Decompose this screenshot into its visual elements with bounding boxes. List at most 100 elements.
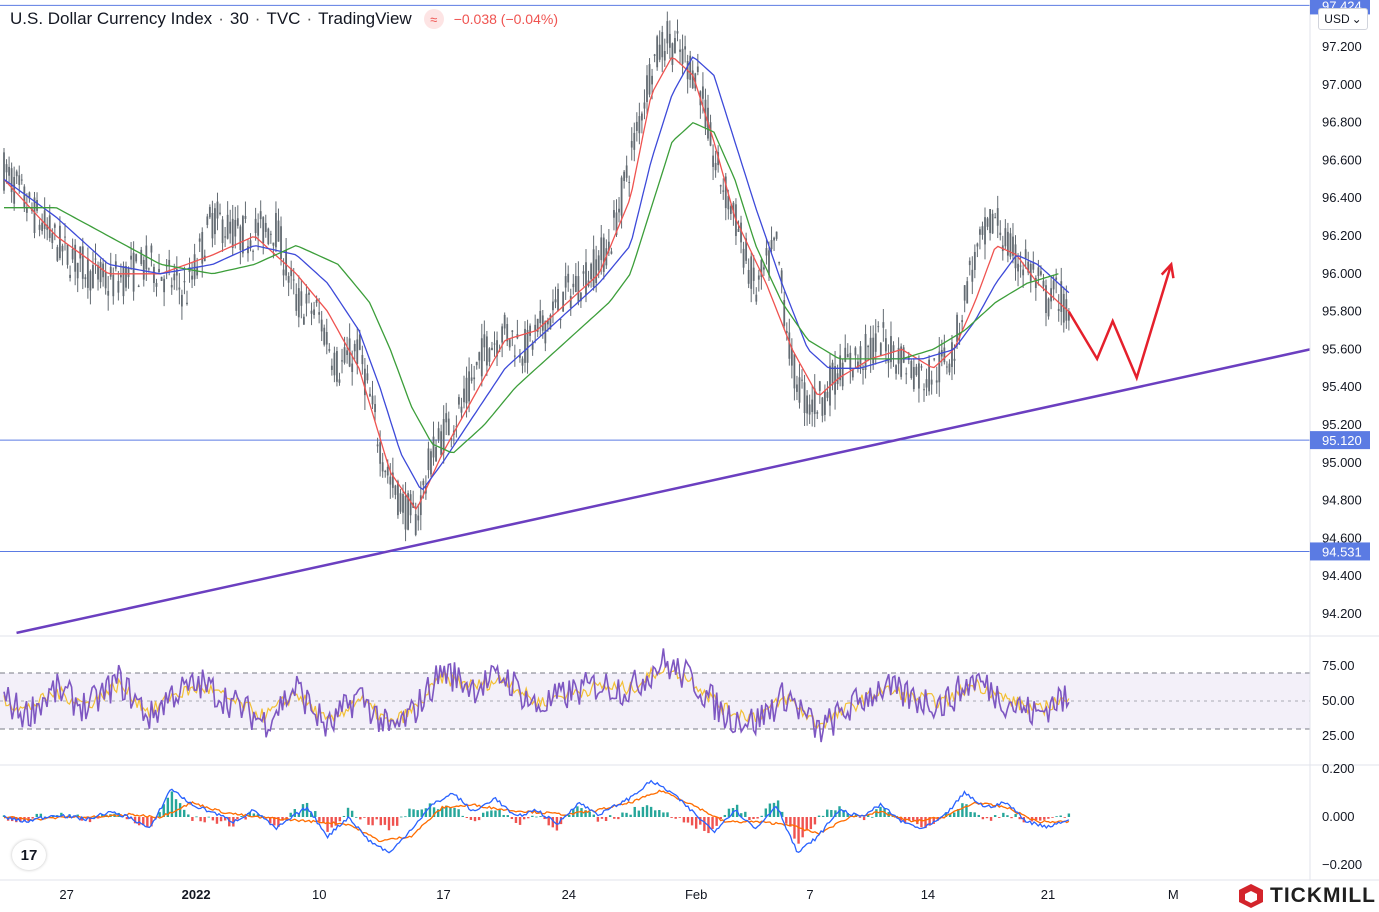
candle-body <box>476 362 478 365</box>
candle-body <box>321 320 323 332</box>
candle-body <box>438 428 440 440</box>
candle-body <box>682 49 684 64</box>
candle-body <box>877 326 879 327</box>
tradingview-logo-icon[interactable]: 17 <box>12 840 46 870</box>
candle-body <box>36 200 38 211</box>
macd-histogram-bar <box>1039 817 1041 821</box>
candle-body <box>6 164 8 172</box>
candle-body <box>910 361 912 378</box>
candle-body <box>636 122 638 131</box>
candle-body <box>163 279 165 292</box>
currency-selector[interactable]: USD ⌄ <box>1318 8 1368 30</box>
macd-histogram-bar <box>511 817 513 819</box>
macd-histogram-bar <box>404 816 406 817</box>
candle-body <box>895 365 897 374</box>
macd-histogram-bar <box>146 817 148 828</box>
candle-body <box>1020 266 1022 267</box>
candle-body <box>491 348 493 350</box>
candle-body <box>882 322 884 328</box>
wave-icon[interactable]: ≈ <box>424 9 444 29</box>
macd-histogram-bar <box>810 817 812 829</box>
macd-histogram-bar <box>982 817 984 819</box>
macd-histogram-bar <box>646 805 648 817</box>
candle-body <box>8 167 10 176</box>
candle-body <box>628 182 630 183</box>
candle-body <box>928 360 930 392</box>
macd-histogram-bar <box>605 817 607 821</box>
candle-body <box>316 300 318 303</box>
macd-histogram-bar <box>806 817 808 831</box>
macd-histogram-bar <box>494 811 496 817</box>
candle-body <box>684 46 686 49</box>
macd-histogram-bar <box>478 817 480 820</box>
candle-body <box>811 400 813 412</box>
macd-histogram-bar <box>216 817 218 824</box>
candle-body <box>293 279 295 280</box>
candle-body <box>318 312 320 315</box>
macd-histogram-bar <box>662 812 664 817</box>
macd-histogram-bar <box>351 811 353 817</box>
candle-body <box>107 291 109 296</box>
price-tick-label: 95.800 <box>1322 304 1362 319</box>
candle-body <box>982 226 984 235</box>
candle-body <box>125 266 127 288</box>
candle-body <box>661 32 663 57</box>
candle-body <box>199 238 201 241</box>
candle-body <box>156 283 158 287</box>
candle-body <box>565 276 567 287</box>
candle-body <box>946 366 948 367</box>
candle-body <box>95 259 97 260</box>
candle-body <box>656 36 658 67</box>
candle-body <box>229 222 231 234</box>
candle-body <box>872 338 874 364</box>
candle-body <box>428 448 430 470</box>
candle-body <box>913 367 915 389</box>
macd-pane <box>3 781 1070 853</box>
candle-body <box>646 75 648 102</box>
candle-body <box>971 270 973 282</box>
candle-body <box>664 51 666 61</box>
candle-body <box>1043 281 1045 287</box>
candle-body <box>926 379 928 387</box>
macd-histogram-bar <box>990 817 992 821</box>
candle-body <box>921 366 923 367</box>
candle-body <box>120 275 122 277</box>
macd-histogram-bar <box>998 817 1000 818</box>
candle-body <box>832 363 834 385</box>
macd-histogram-bar <box>638 811 640 817</box>
candle-body <box>440 431 442 455</box>
price-level-label: 95.120 <box>1322 433 1362 448</box>
candle-body <box>351 364 353 373</box>
macd-histogram-bar <box>822 816 824 817</box>
source-label: TVC <box>266 9 300 29</box>
macd-histogram-bar <box>724 815 726 817</box>
ma-slow-line <box>4 123 1058 453</box>
candle-body <box>595 259 597 283</box>
macd-histogram-bar <box>535 817 537 818</box>
candle-body <box>794 354 796 388</box>
candle-body <box>313 309 315 315</box>
interval-label[interactable]: 30 <box>230 9 249 29</box>
candle-body <box>356 339 358 364</box>
candle-body <box>377 444 379 446</box>
candle-body <box>382 462 384 471</box>
macd-histogram-bar <box>679 817 681 818</box>
macd-histogram-bar <box>548 817 550 825</box>
symbol-name[interactable]: U.S. Dollar Currency Index <box>10 9 212 29</box>
candle-body <box>458 397 460 405</box>
candle-body <box>308 293 310 295</box>
candle-body <box>1037 267 1039 276</box>
candle-body <box>712 156 714 167</box>
candle-body <box>278 221 280 242</box>
macd-histogram-bar <box>863 817 865 820</box>
candle-body <box>471 377 473 380</box>
candle-body <box>527 330 529 363</box>
macd-histogram-bar <box>302 804 304 817</box>
candle-body <box>951 342 953 367</box>
macd-histogram-bar <box>179 803 181 817</box>
candle-body <box>585 262 587 295</box>
candle-body <box>346 350 348 355</box>
macd-histogram-bar <box>380 817 382 825</box>
candle-body <box>773 238 775 241</box>
candle-body <box>483 334 485 347</box>
